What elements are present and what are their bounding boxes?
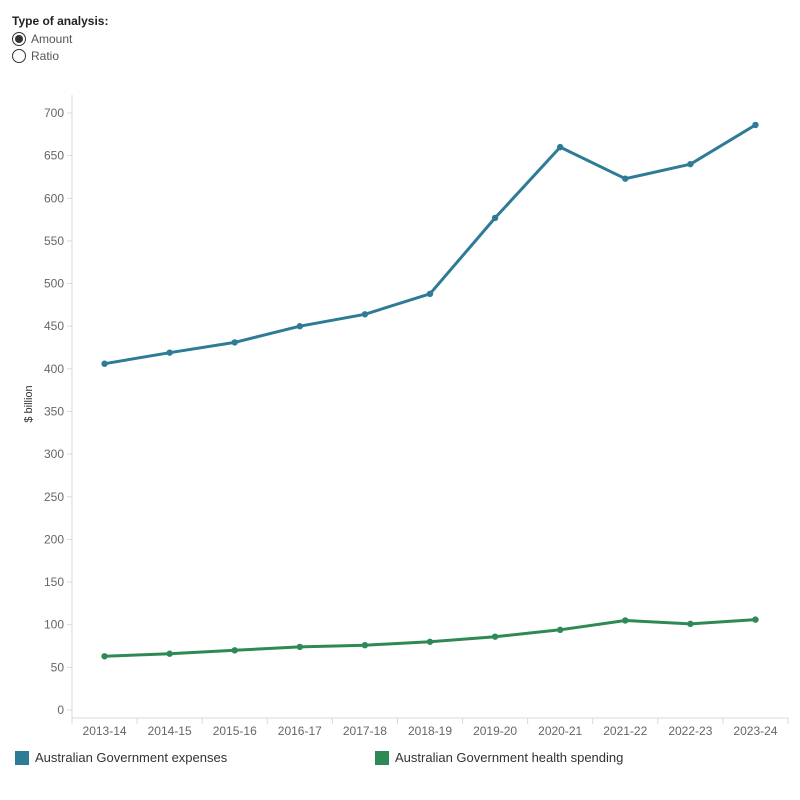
- data-point-expenses: [622, 175, 629, 182]
- analysis-type-title: Type of analysis:: [12, 14, 109, 28]
- data-point-expenses: [687, 160, 694, 168]
- radio-label-ratio: Ratio: [31, 48, 60, 63]
- legend-label-expenses: Australian Government expenses: [35, 750, 228, 765]
- radio-label-amount: Amount: [31, 31, 73, 46]
- series-line-health: [103, 618, 757, 658]
- legend-label-health: Australian Government health spending: [395, 750, 624, 765]
- y-tick-label: 550: [44, 234, 64, 248]
- y-tick-label: 400: [44, 362, 64, 376]
- x-tick-label: 2022-23: [668, 724, 712, 738]
- y-tick-label: 50: [51, 660, 65, 674]
- data-point-expenses: [166, 349, 173, 356]
- data-point-health: [101, 653, 108, 660]
- data-point-expenses: [296, 323, 304, 330]
- legend-item-expenses[interactable]: Australian Government expenses: [15, 750, 227, 765]
- x-tick-label: 2021-22: [603, 724, 647, 738]
- data-point-expenses: [231, 339, 238, 346]
- x-tick-label: 2014-15: [148, 724, 192, 738]
- y-tick-label: 250: [44, 490, 64, 504]
- data-point-health: [622, 617, 629, 624]
- analysis-type-control: Type of analysis: Amount Ratio: [12, 14, 108, 64]
- y-tick-label: 100: [44, 618, 64, 632]
- data-point-expenses: [426, 290, 434, 298]
- data-point-health: [426, 638, 434, 645]
- x-tick-label: 2020-21: [538, 724, 582, 738]
- x-tick-label: 2013-14: [83, 724, 127, 738]
- y-tick-label: 450: [44, 319, 64, 333]
- data-point-health: [231, 647, 238, 654]
- data-point-health: [361, 641, 369, 649]
- data-point-expenses: [752, 121, 759, 129]
- legend-swatch-health: [375, 750, 389, 765]
- data-point-health: [296, 643, 304, 651]
- x-tick-label: 2017-18: [343, 724, 387, 738]
- x-tick-label: 2023-24: [733, 724, 777, 738]
- x-tick-label: 2015-16: [213, 724, 257, 738]
- series-line-expenses: [103, 123, 757, 366]
- data-point-health: [491, 633, 499, 640]
- x-tick-label: 2019-20: [473, 724, 517, 738]
- y-tick-label: 200: [44, 532, 64, 546]
- data-point-health: [752, 616, 759, 623]
- radio-button-amount[interactable]: [12, 31, 26, 46]
- data-point-expenses: [101, 360, 108, 367]
- y-tick-label: 300: [44, 447, 64, 461]
- radio-selected-dot-icon: [15, 34, 23, 43]
- x-tick-label: 2016-17: [278, 724, 322, 738]
- data-point-health: [556, 626, 564, 634]
- x-tick-label: 2018-19: [408, 724, 452, 738]
- data-point-health: [687, 620, 694, 628]
- y-tick-label: 150: [44, 575, 64, 589]
- y-tick-label: 700: [44, 106, 64, 120]
- y-tick-label: 350: [44, 405, 64, 419]
- legend-swatch-expenses: [15, 750, 29, 765]
- y-tick-label: 650: [44, 149, 64, 163]
- radio-option-amount[interactable]: Amount: [12, 30, 108, 47]
- data-point-expenses: [556, 143, 564, 151]
- data-point-expenses: [491, 214, 499, 222]
- y-tick-label: 0: [57, 703, 64, 717]
- y-tick-label: 600: [44, 191, 64, 205]
- data-point-expenses: [361, 311, 369, 318]
- legend-item-health[interactable]: Australian Government health spending: [375, 750, 623, 765]
- data-point-health: [166, 650, 173, 657]
- radio-button-ratio[interactable]: [12, 48, 26, 63]
- y-tick-label: 500: [44, 277, 64, 291]
- radio-option-ratio[interactable]: Ratio: [12, 47, 108, 64]
